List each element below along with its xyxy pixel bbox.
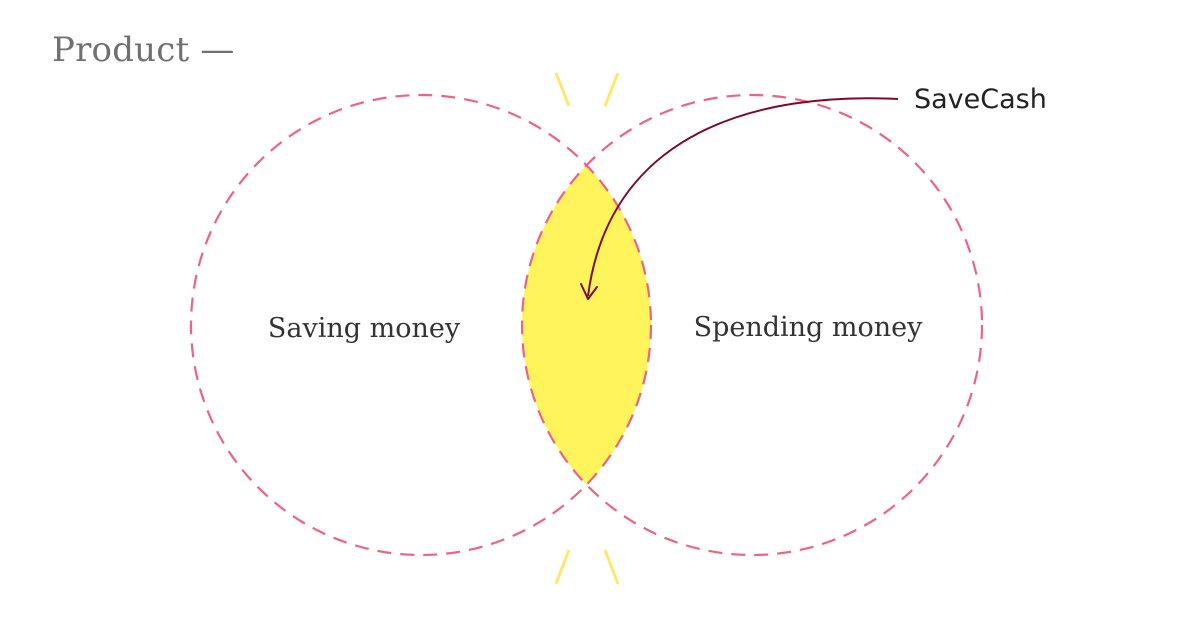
callout-arrow-head-icon bbox=[580, 283, 598, 300]
right-circle-label: Spending money bbox=[694, 312, 924, 343]
callout-arrow bbox=[587, 97, 899, 297]
accent-line-bottom-left bbox=[554, 549, 571, 585]
callout-label: SaveCash bbox=[914, 84, 1047, 115]
left-circle-label: Saving money bbox=[268, 313, 461, 344]
left-circle bbox=[189, 93, 653, 557]
accent-line-bottom-right bbox=[603, 549, 620, 585]
accent-line-top-right bbox=[603, 72, 620, 107]
page-title: Product — bbox=[52, 30, 235, 70]
accent-line-top-left bbox=[554, 72, 571, 107]
right-circle bbox=[520, 93, 984, 557]
